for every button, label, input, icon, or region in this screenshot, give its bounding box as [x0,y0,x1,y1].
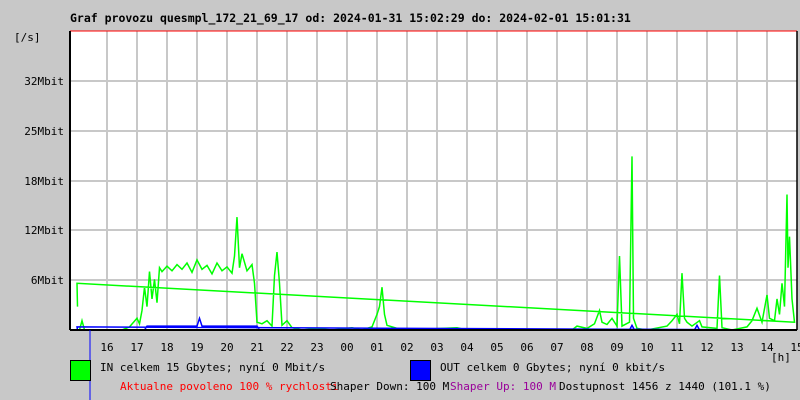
y-tick-label: 18Mbit [24,175,64,188]
x-tick-label: 10 [640,341,653,354]
x-tick-label: 06 [520,341,533,354]
x-tick-label: 22 [280,341,293,354]
x-tick-label: 18 [160,341,173,354]
x-tick-label: 14 [760,341,774,354]
y-tick-label: 6Mbit [31,274,64,287]
availability-text: Dostupnost 1456 z 1440 (101.1 %) [559,380,771,393]
y-axis-label: [/s] [14,31,41,44]
x-tick-label: 01 [370,341,383,354]
x-tick-label: 23 [310,341,323,354]
out-legend-swatch [410,360,431,381]
x-tick-label: 17 [130,341,143,354]
x-tick-label: 13 [730,341,743,354]
x-tick-label: 03 [430,341,443,354]
x-tick-label: 09 [610,341,623,354]
x-tick-label: 11 [670,341,683,354]
x-tick-label: 19 [190,341,203,354]
x-axis-label: [h] [771,351,791,364]
shaper-up-text: Shaper Up: 100 M [450,380,556,393]
out-legend-text: OUT celkem 0 Gbytes; nyní 0 kbit/s [440,361,666,374]
x-tick-label: 02 [400,341,413,354]
allowed-speed-text: Aktualne povoleno 100 % rychlosti [120,380,339,393]
x-tick-label: 16 [100,341,113,354]
x-tick-label: 04 [460,341,474,354]
x-tick-label: 20 [220,341,233,354]
x-tick-label: 12 [700,341,713,354]
x-tick-label: 00 [340,341,353,354]
x-tick-label: 15 [790,341,800,354]
chart-title: Graf provozu quesmpl_172_21_69_17 od: 20… [70,11,631,25]
x-tick-label: 08 [580,341,593,354]
x-tick-label: 05 [490,341,503,354]
in-legend-text: IN celkem 15 Gbytes; nyní 0 Mbit/s [100,361,326,374]
shaper-down-text: Shaper Down: 100 M [330,380,450,393]
y-tick-label: 32Mbit [24,75,64,88]
x-tick-label: 07 [550,341,563,354]
in-legend-swatch [70,360,91,381]
x-tick-label: 21 [250,341,263,354]
y-tick-label: 12Mbit [24,224,64,237]
y-tick-label: 25Mbit [24,125,64,138]
